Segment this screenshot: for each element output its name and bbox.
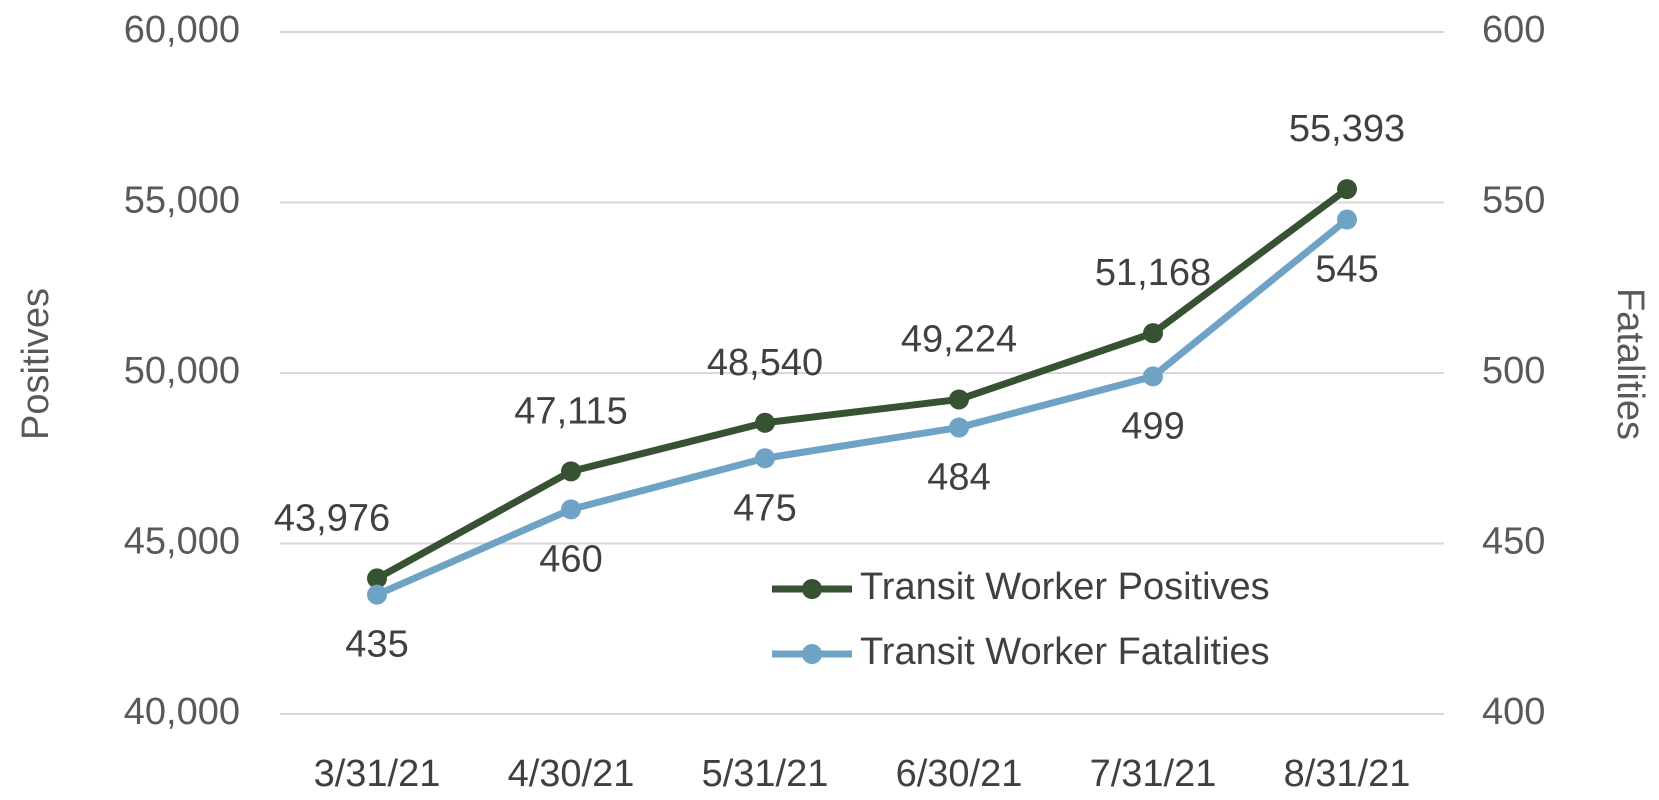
data-label: 47,115 xyxy=(514,390,627,432)
data-label: 499 xyxy=(1121,405,1184,447)
data-point xyxy=(1143,366,1163,387)
data-label: 48,540 xyxy=(707,342,823,384)
y2-tick-label: 450 xyxy=(1482,521,1545,563)
data-point xyxy=(755,448,775,469)
y2-tick-label: 400 xyxy=(1482,691,1545,733)
x-tick-label: 6/30/21 xyxy=(896,753,1023,795)
data-point xyxy=(561,499,581,520)
x-tick-label: 8/31/21 xyxy=(1284,753,1411,795)
data-point xyxy=(1143,323,1163,344)
data-label: 460 xyxy=(539,538,602,580)
data-point xyxy=(561,461,581,482)
data-point xyxy=(949,417,969,438)
data-point xyxy=(755,412,775,433)
x-tick-label: 5/31/21 xyxy=(702,753,829,795)
legend-label: Transit Worker Fatalities xyxy=(860,631,1270,673)
data-label: 43,976 xyxy=(274,497,390,539)
data-label: 435 xyxy=(345,624,408,666)
x-tick-label: 3/31/21 xyxy=(314,753,441,795)
series-line xyxy=(375,186,1350,582)
legend-marker xyxy=(802,579,822,599)
y2-tick-label: 600 xyxy=(1482,9,1545,51)
x-tick-label: 7/31/21 xyxy=(1090,753,1217,795)
data-label: 545 xyxy=(1315,249,1378,291)
y-tick-label: 60,000 xyxy=(124,9,240,51)
data-label: 49,224 xyxy=(901,318,1017,360)
data-label: 484 xyxy=(927,457,990,499)
y-tick-label: 50,000 xyxy=(124,350,240,392)
data-point xyxy=(949,389,969,410)
y-tick-label: 45,000 xyxy=(124,521,240,563)
y-tick-label: 55,000 xyxy=(124,180,240,222)
y-tick-label: 40,000 xyxy=(124,691,240,733)
y2-tick-label: 550 xyxy=(1482,180,1545,222)
data-point xyxy=(1337,209,1357,230)
data-point xyxy=(367,584,387,605)
x-tick-label: 4/30/21 xyxy=(508,753,635,795)
data-label: 51,168 xyxy=(1095,252,1211,294)
y2-tick-label: 500 xyxy=(1482,350,1545,392)
series-line xyxy=(375,216,1350,598)
y2-axis-label: Fatalities xyxy=(1609,288,1651,440)
legend-label: Transit Worker Positives xyxy=(860,566,1270,608)
data-point xyxy=(1337,179,1357,200)
data-point xyxy=(367,568,387,589)
data-label: 475 xyxy=(733,487,796,529)
legend-marker xyxy=(802,644,822,664)
data-label: 55,393 xyxy=(1289,108,1405,150)
y-axis-label: Positives xyxy=(15,288,57,440)
